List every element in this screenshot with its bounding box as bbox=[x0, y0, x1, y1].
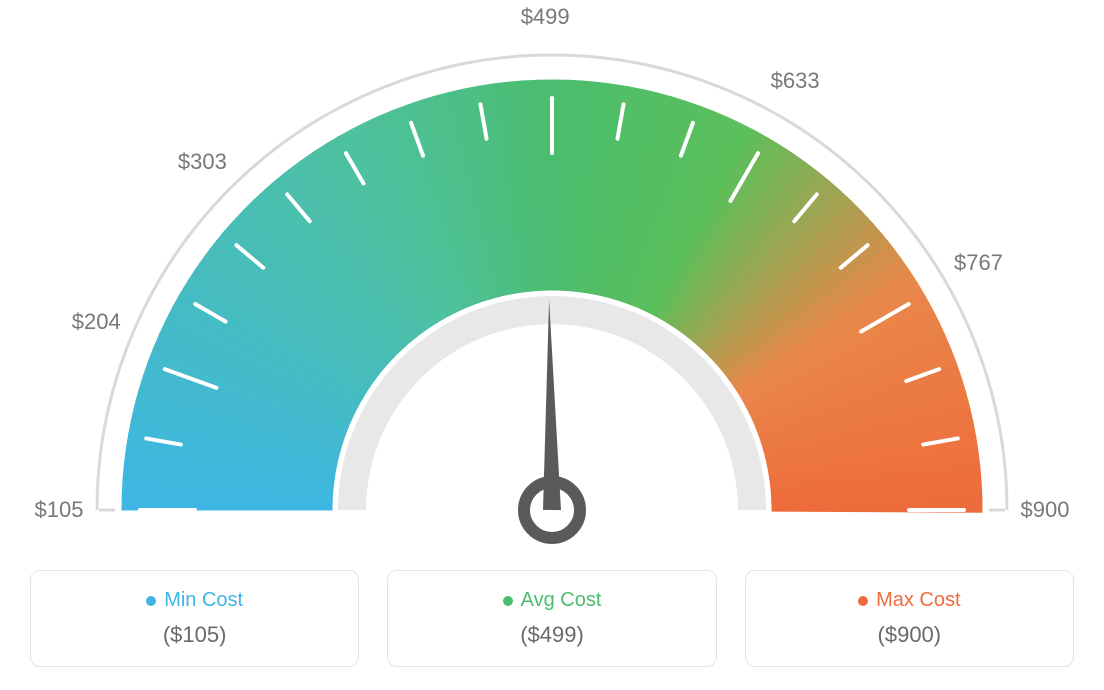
legend-dot-min bbox=[146, 596, 156, 606]
legend-card-avg: Avg Cost ($499) bbox=[387, 570, 716, 667]
legend-value-max: ($900) bbox=[878, 622, 942, 648]
legend-label-avg: Avg Cost bbox=[521, 589, 602, 612]
legend-label-row-min: Min Cost bbox=[146, 589, 243, 612]
legend-value-avg: ($499) bbox=[520, 622, 584, 648]
legend-card-min: Min Cost ($105) bbox=[30, 570, 359, 667]
legend-label-max: Max Cost bbox=[876, 589, 960, 612]
legend-row: Min Cost ($105) Avg Cost ($499) Max Cost… bbox=[30, 570, 1074, 667]
legend-label-row-avg: Avg Cost bbox=[503, 589, 602, 612]
gauge-svg bbox=[20, 20, 1084, 550]
tick-label: $105 bbox=[35, 497, 84, 523]
tick-label: $900 bbox=[1021, 497, 1070, 523]
cost-gauge-container: $105$204$303$499$633$767$900 Min Cost ($… bbox=[20, 20, 1084, 670]
legend-dot-avg bbox=[503, 596, 513, 606]
tick-label: $767 bbox=[954, 250, 1003, 276]
tick-label: $499 bbox=[521, 4, 570, 30]
tick-label: $633 bbox=[771, 68, 820, 94]
legend-card-max: Max Cost ($900) bbox=[745, 570, 1074, 667]
tick-label: $204 bbox=[72, 309, 121, 335]
gauge-chart: $105$204$303$499$633$767$900 bbox=[20, 20, 1084, 550]
legend-label-row-max: Max Cost bbox=[858, 589, 960, 612]
tick-label: $303 bbox=[178, 149, 227, 175]
legend-label-min: Min Cost bbox=[164, 589, 243, 612]
legend-value-min: ($105) bbox=[163, 622, 227, 648]
legend-dot-max bbox=[858, 596, 868, 606]
